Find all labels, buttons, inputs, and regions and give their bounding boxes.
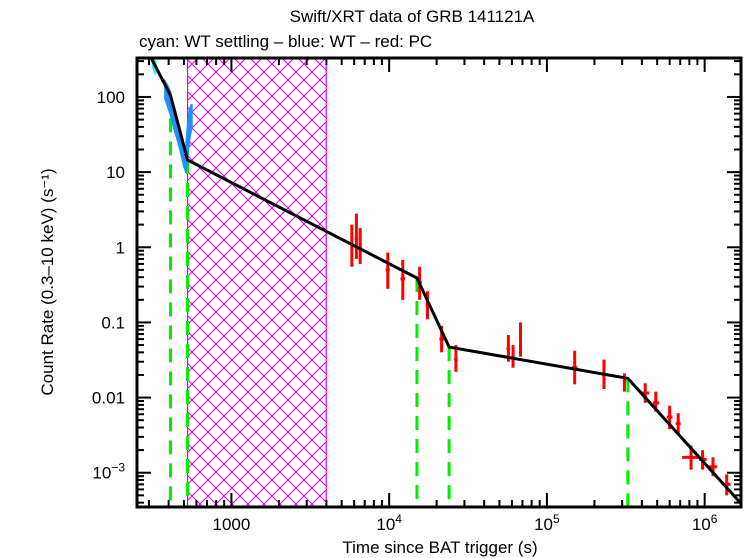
axis-ticks-layer [137,58,741,507]
x-tick-label: 104 [376,512,402,534]
pc-data-point [511,345,515,368]
pc-data-point [354,213,359,259]
chart-subtitle: cyan: WT settling – blue: WT – red: PC [139,32,432,51]
gap-region-layer [186,58,327,507]
plot-frame [135,56,743,509]
y-tick-label: 10−3 [92,461,125,483]
y-tick-label: 1 [116,238,125,257]
x-tick-label: 105 [534,512,560,534]
y-axis-label: Count Rate (0.3–10 keV) (s⁻¹) [38,168,57,395]
y-tick-labels: 100 10 1 0.1 0.01 10−3 [92,88,125,483]
fit-line-layer [149,58,741,505]
pc-data-point [385,252,390,289]
fit-line [149,58,741,505]
y-tick-label: 100 [97,88,125,107]
y-tick-label: 10 [106,163,125,182]
gap-region-hatch [186,58,327,507]
break-lines-layer [169,95,630,507]
x-axis-label: Time since BAT trigger (s) [342,538,537,557]
pc-data-point [518,322,522,357]
y-tick-label: 0.01 [92,389,125,408]
x-tick-label: 106 [692,512,718,534]
pc-data-point [675,413,681,434]
pc-data-point [400,259,405,300]
x-tick-labels: 1000 104 105 106 [213,512,718,534]
y-tick-label: 0.1 [101,313,125,332]
pc-data-point [358,228,362,264]
x-tick-label: 1000 [213,515,251,534]
pc-points-layer [350,213,731,496]
chart-title: Swift/XRT data of GRB 141121A [290,7,535,26]
